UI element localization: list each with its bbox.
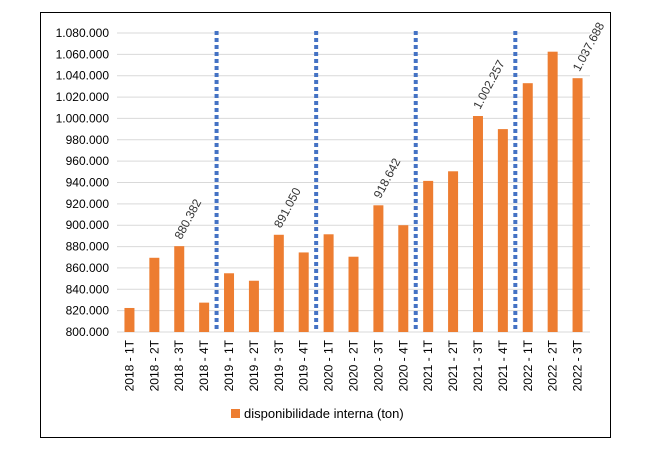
bar	[373, 205, 384, 332]
y-tick-label: 1.040.000	[56, 69, 110, 83]
x-tick-label: 2018 - 2T	[147, 339, 161, 391]
x-tick-label: 2018 - 4T	[197, 339, 211, 391]
y-tick-label: 800.000	[66, 325, 110, 339]
x-tick-label: 2020 - 1T	[322, 339, 336, 391]
data-label: 918.642	[371, 156, 404, 201]
y-tick-label: 1.060.000	[56, 47, 110, 61]
x-tick-label: 2018 - 3T	[172, 339, 186, 391]
x-tick-label: 2020 - 2T	[347, 339, 361, 391]
data-label: 1.002.257	[470, 57, 508, 111]
bar	[248, 280, 259, 332]
y-tick-label: 820.000	[66, 304, 110, 318]
y-tick-label: 1.080.000	[56, 26, 110, 40]
x-tick-label: 2021 - 4T	[496, 339, 510, 391]
y-tick-label: 1.020.000	[56, 90, 110, 104]
bar	[199, 302, 210, 332]
y-tick-label: 940.000	[66, 176, 110, 190]
y-tick-label: 1.000.000	[56, 111, 110, 125]
bar	[547, 51, 558, 332]
data-label: 1.037.688	[570, 20, 608, 74]
x-tick-label: 2018 - 1T	[122, 339, 136, 391]
bar	[149, 257, 160, 332]
bar	[174, 246, 185, 332]
data-label: 880.382	[172, 196, 205, 241]
bar	[124, 307, 135, 332]
x-tick-label: 2019 - 3T	[272, 339, 286, 391]
legend-swatch	[231, 409, 240, 418]
y-tick-label: 960.000	[66, 154, 110, 168]
x-tick-label: 2021 - 1T	[421, 339, 435, 391]
bar	[224, 273, 235, 332]
x-tick-label: 2021 - 2T	[446, 339, 460, 391]
bar	[298, 252, 309, 332]
x-tick-label: 2019 - 4T	[297, 339, 311, 391]
bar	[572, 78, 583, 333]
x-tick-label: 2019 - 1T	[222, 339, 236, 391]
x-tick-label: 2020 - 3T	[371, 339, 385, 391]
x-tick-label: 2020 - 4T	[396, 339, 410, 391]
y-tick-label: 860.000	[66, 261, 110, 275]
y-tick-label: 900.000	[66, 218, 110, 232]
y-tick-label: 920.000	[66, 197, 110, 211]
x-tick-label: 2022 - 2T	[546, 339, 560, 391]
y-tick-label: 840.000	[66, 282, 110, 296]
bar	[423, 180, 434, 332]
bar	[522, 83, 533, 332]
x-tick-label: 2021 - 3T	[471, 339, 485, 391]
bar	[273, 234, 284, 332]
y-tick-label: 880.000	[66, 240, 110, 254]
x-tick-label: 2019 - 2T	[247, 339, 261, 391]
bar	[448, 171, 459, 332]
bar	[348, 256, 359, 332]
bar	[497, 129, 508, 332]
bar	[398, 225, 409, 332]
y-tick-label: 980.000	[66, 133, 110, 147]
data-label: 891.050	[271, 185, 304, 230]
x-tick-label: 2022 - 1T	[521, 339, 535, 391]
legend-label: disponibilidade interna (ton)	[244, 406, 404, 421]
x-tick-label: 2022 - 3T	[571, 339, 585, 391]
bar	[323, 234, 334, 332]
bar	[472, 116, 483, 332]
